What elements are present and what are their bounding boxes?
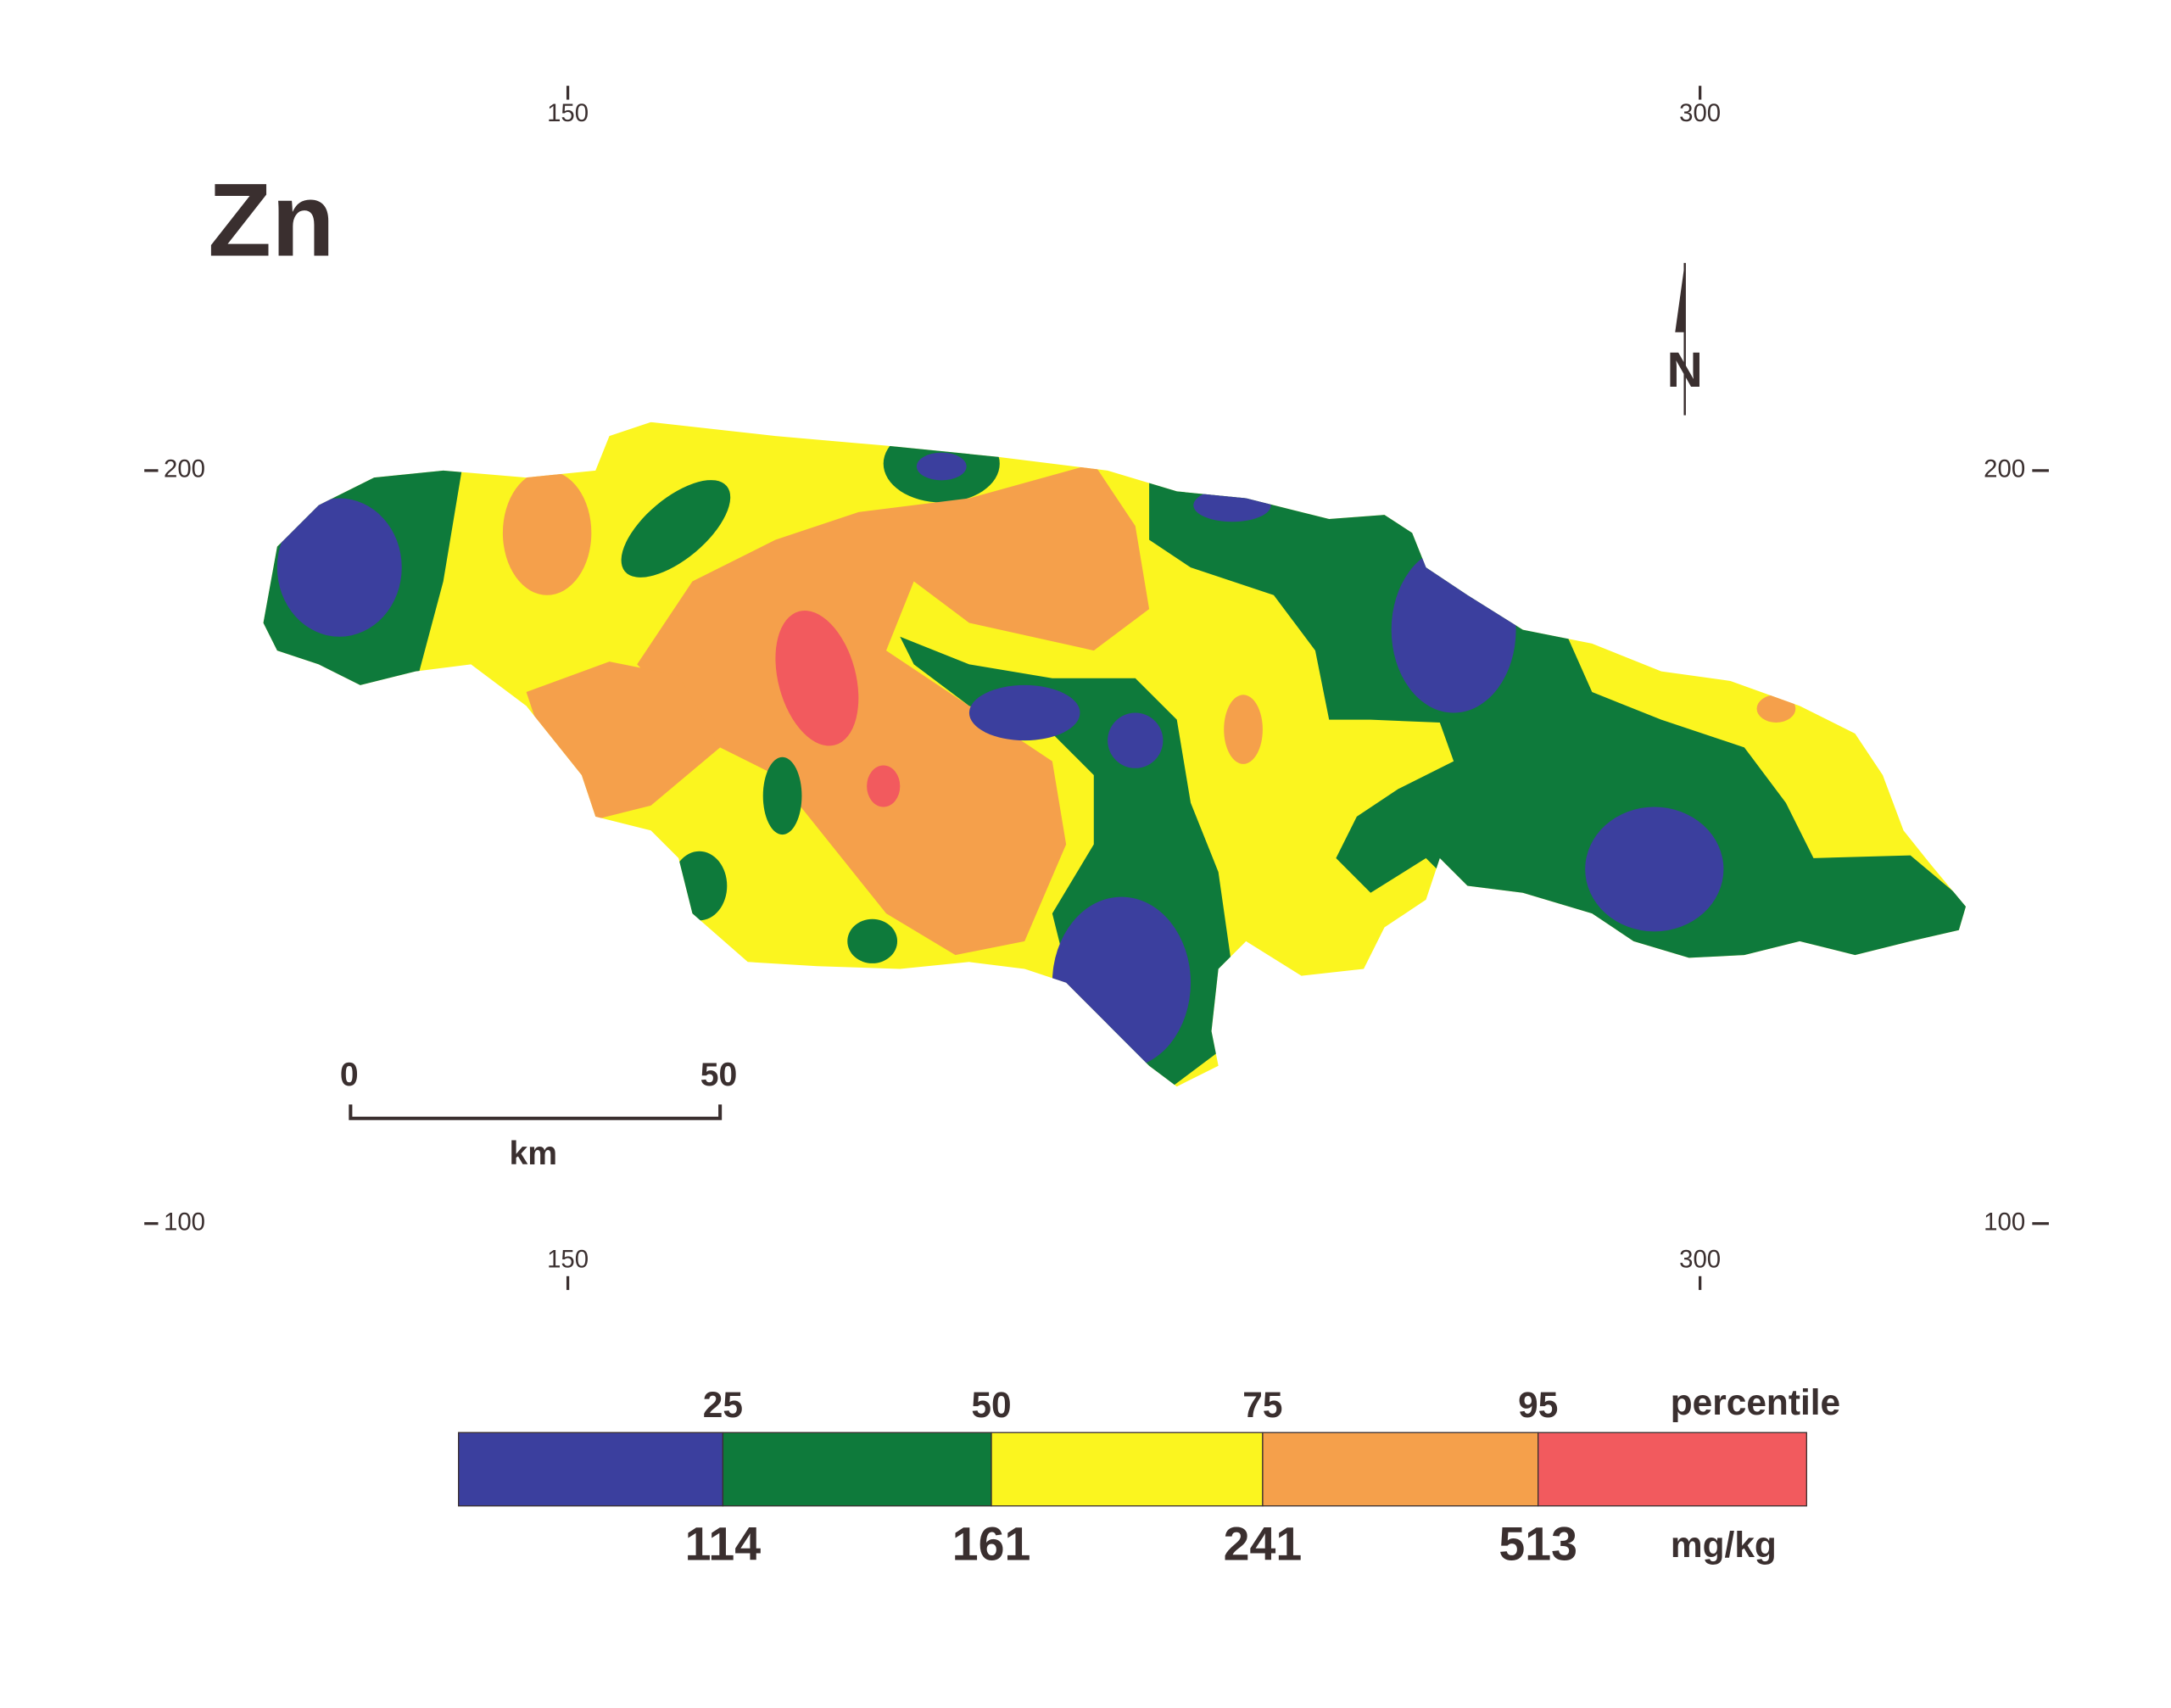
zone — [1149, 477, 1967, 976]
unit-label: mg/kg — [1671, 1525, 1777, 1565]
zone — [621, 480, 731, 578]
zone — [1391, 546, 1516, 713]
north-label: N — [1666, 343, 1702, 398]
zone — [1193, 488, 1271, 522]
zone — [637, 463, 1150, 956]
legend-swatch — [458, 1432, 724, 1507]
map-title: Zn — [208, 162, 335, 278]
grid-label-left: 100 — [164, 1208, 205, 1236]
legend-swatch — [1262, 1432, 1539, 1507]
threshold-value: 161 — [952, 1517, 1031, 1570]
zone — [1756, 695, 1796, 723]
zone — [276, 498, 402, 637]
legend-swatch — [722, 1432, 992, 1507]
scale-line — [349, 1104, 723, 1120]
zone — [775, 611, 859, 746]
north-arrow: N — [1666, 263, 1703, 416]
percentile-value: 95 — [1518, 1385, 1558, 1425]
zone — [847, 918, 898, 963]
zone — [916, 452, 967, 481]
zone — [1585, 807, 1724, 932]
percentile-label: percentile — [1671, 1382, 1840, 1422]
grid-label-bottom: 150 — [547, 1246, 589, 1274]
zone — [968, 684, 1080, 741]
legend: 25 50 75 95 114 161 241 513 — [458, 1385, 1807, 1570]
percentile-value: 50 — [971, 1385, 1011, 1425]
threshold-value: 241 — [1224, 1517, 1303, 1570]
threshold-value: 513 — [1498, 1517, 1577, 1570]
zone — [762, 756, 802, 835]
north-arrow-head — [1675, 263, 1685, 332]
grid-labels: 150 150 300 300 200 200 100 100 — [144, 86, 2049, 1291]
percentile-value: 75 — [1242, 1385, 1282, 1425]
grid-label-bottom: 300 — [1679, 1246, 1721, 1274]
legend-swatch — [991, 1432, 1264, 1507]
percentile-value: 25 — [703, 1385, 743, 1425]
island — [263, 421, 1967, 1087]
threshold-value: 114 — [685, 1517, 762, 1570]
scale-bar: 0 50 km — [340, 1057, 737, 1172]
zone — [1108, 712, 1164, 768]
zone — [1224, 695, 1263, 764]
grid-label-top: 150 — [547, 99, 589, 127]
scale-unit: km — [509, 1136, 557, 1172]
grid-label-top: 300 — [1679, 99, 1721, 127]
zone — [502, 470, 592, 595]
zone — [1052, 896, 1192, 1069]
grid-label-right: 200 — [1984, 455, 2025, 483]
grid-label-left: 200 — [164, 455, 205, 483]
zone — [867, 765, 901, 807]
scale-start: 0 — [340, 1057, 359, 1093]
grid-label-right: 100 — [1984, 1208, 2025, 1236]
scale-end: 50 — [700, 1057, 738, 1093]
zone — [672, 851, 728, 921]
legend-swatch — [1538, 1432, 1807, 1507]
